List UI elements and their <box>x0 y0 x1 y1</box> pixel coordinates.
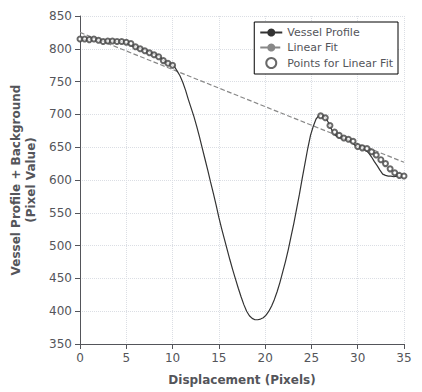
svg-text:700: 700 <box>49 107 72 121</box>
svg-text:10: 10 <box>165 351 180 365</box>
svg-text:550: 550 <box>49 206 72 220</box>
svg-text:600: 600 <box>49 173 72 187</box>
svg-text:5: 5 <box>122 351 130 365</box>
svg-text:25: 25 <box>304 351 319 365</box>
svg-text:500: 500 <box>49 239 72 253</box>
svg-text:35: 35 <box>396 351 411 365</box>
svg-text:30: 30 <box>350 351 365 365</box>
svg-text:350: 350 <box>49 337 72 351</box>
svg-text:800: 800 <box>49 42 72 56</box>
svg-text:750: 750 <box>49 75 72 89</box>
svg-text:Vessel Profile: Vessel Profile <box>287 26 360 39</box>
svg-text:20: 20 <box>258 351 273 365</box>
svg-text:15: 15 <box>211 351 226 365</box>
svg-text:850: 850 <box>49 9 72 23</box>
svg-text:Displacement (Pixels): Displacement (Pixels) <box>168 373 315 387</box>
svg-text:(Pixel Value): (Pixel Value) <box>24 137 38 223</box>
svg-text:Vessel Profile + Background: Vessel Profile + Background <box>9 85 23 276</box>
svg-text:450: 450 <box>49 271 72 285</box>
svg-text:Linear Fit: Linear Fit <box>287 41 338 54</box>
svg-text:400: 400 <box>49 304 72 318</box>
svg-text:Points for Linear Fit: Points for Linear Fit <box>287 57 393 70</box>
svg-text:650: 650 <box>49 140 72 154</box>
svg-text:0: 0 <box>76 351 84 365</box>
